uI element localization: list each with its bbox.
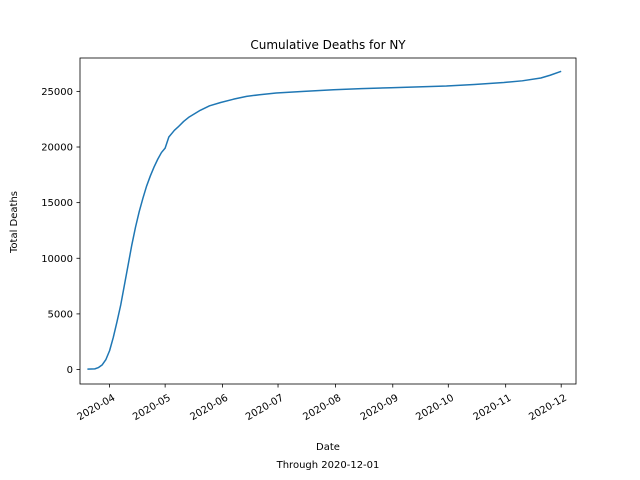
plot-frame (79, 57, 577, 385)
y-tick-label: 25000 (41, 87, 73, 98)
y-axis-label: Total Deaths (9, 191, 20, 254)
y-tick-label: 15000 (41, 198, 73, 209)
y-tick-label: 5000 (48, 309, 73, 320)
chart-title: Cumulative Deaths for NY (250, 38, 406, 52)
x-axis-sublabel: Through 2020-12-01 (276, 460, 380, 471)
y-axis-ticks: 0 5000 10000 15000 20000 25000 (41, 87, 80, 376)
y-tick-label: 0 (67, 365, 73, 376)
y-tick-label: 20000 (41, 143, 73, 154)
plot-area (87, 70, 562, 370)
series-line (87, 70, 562, 370)
x-axis-label: Date (316, 442, 340, 453)
y-tick-label: 10000 (41, 254, 73, 265)
